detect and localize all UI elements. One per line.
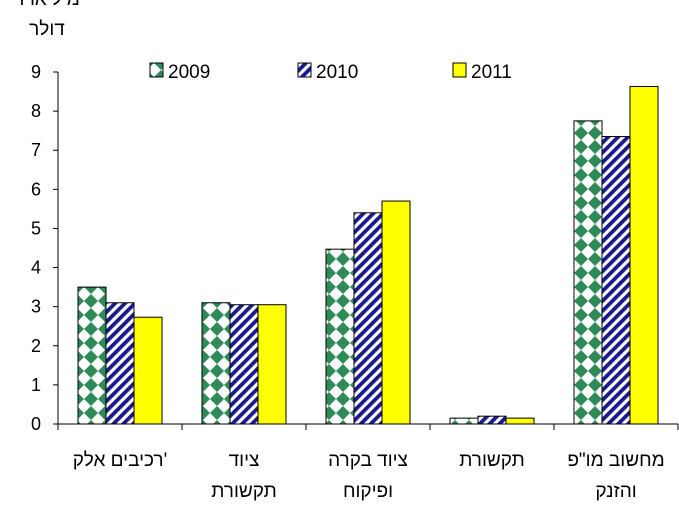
x-tick-label: מחשוב מו"פ	[567, 450, 664, 471]
bar-2009	[573, 120, 603, 425]
y-axis-label: מיליארד	[14, 0, 80, 10]
y-tick-label: 7	[31, 140, 41, 160]
y-tick-label: 8	[31, 101, 41, 121]
x-tick-label: רכיבים אלק'	[73, 450, 167, 471]
bar-2009	[201, 302, 231, 425]
y-axis-label: דולר	[29, 19, 65, 40]
y-tick-label: 4	[31, 258, 41, 278]
bar-2011	[381, 200, 411, 425]
legend-swatch-2009	[149, 62, 164, 78]
x-tick-label: והזנק	[595, 481, 636, 501]
bar-2010	[601, 136, 631, 425]
x-tick-label: ופיקוח	[343, 481, 393, 501]
y-tick-label: 1	[31, 375, 41, 395]
y-tick-label: 2	[31, 336, 41, 356]
bar-2010	[353, 212, 383, 425]
y-tick-label: 6	[31, 179, 41, 199]
legend-label: 2011	[471, 62, 512, 83]
y-tick-label: 9	[31, 62, 41, 82]
x-tick-label: תקשורת	[211, 481, 276, 501]
bar-2010	[477, 415, 507, 425]
legend-swatch-2011	[452, 62, 467, 78]
x-tick-label: תקשורת	[459, 450, 524, 471]
y-tick-label: 3	[31, 297, 41, 317]
bar-2010	[229, 304, 259, 425]
bar-2011	[133, 316, 163, 425]
bar-2009	[77, 286, 107, 425]
bar-2009	[325, 248, 355, 425]
y-tick-label: 5	[31, 218, 41, 238]
bar-2009	[449, 417, 479, 425]
legend-label: 2010	[316, 62, 358, 83]
bar-2011	[257, 304, 287, 425]
x-tick-label: ציוד בקרה	[328, 450, 408, 471]
legend-swatch-2010	[297, 62, 312, 78]
bar-2010	[105, 302, 135, 425]
y-tick-label: 0	[31, 414, 41, 434]
x-tick-label: ציוד	[229, 450, 260, 471]
legend-label: 2009	[168, 62, 210, 83]
bar-2011	[629, 85, 659, 425]
bar-2011	[505, 417, 535, 425]
